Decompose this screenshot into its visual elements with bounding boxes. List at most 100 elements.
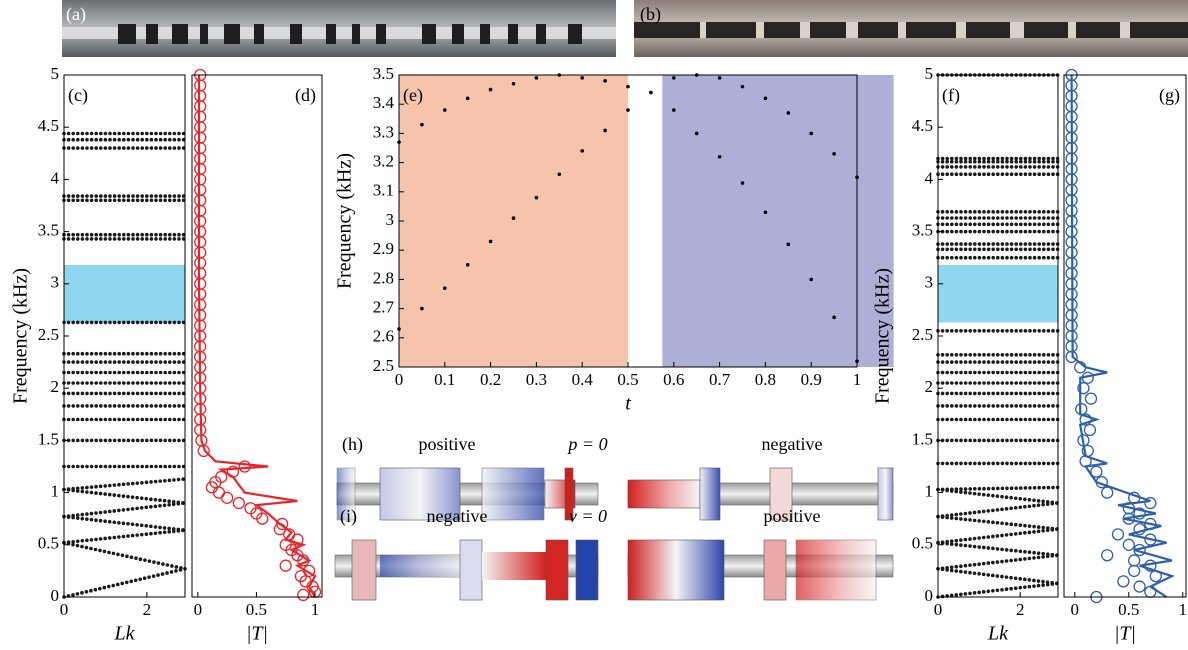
field-sign: positive xyxy=(764,506,821,526)
marker xyxy=(194,225,207,238)
x-axis-label: Lk xyxy=(987,623,1009,645)
band xyxy=(62,514,187,532)
band xyxy=(936,567,1060,586)
band xyxy=(936,540,1060,557)
band xyxy=(936,487,1060,505)
x-tick-label: 2 xyxy=(1016,600,1025,619)
marker xyxy=(194,110,207,123)
marker xyxy=(1101,486,1114,499)
marker xyxy=(194,267,207,280)
x-tick-label: 0 xyxy=(934,600,943,619)
x-axis-label: Lk xyxy=(114,623,136,645)
band xyxy=(62,501,187,519)
point xyxy=(465,263,470,267)
y-tick-label: 1 xyxy=(51,482,60,501)
point xyxy=(420,122,424,127)
point xyxy=(443,286,447,290)
marker xyxy=(1122,512,1135,525)
marker xyxy=(273,522,286,536)
marker xyxy=(1128,554,1141,567)
point xyxy=(465,96,470,101)
y-tick-label: 4 xyxy=(51,168,60,187)
marker xyxy=(194,246,207,259)
panel-label: (a) xyxy=(66,4,86,25)
marker xyxy=(1144,533,1157,546)
x-tick-label: 0.6 xyxy=(663,370,684,389)
x-tick-label: 0.5 xyxy=(1118,600,1139,619)
y-tick-label: 3.5 xyxy=(912,221,933,240)
y-tick-label: 4.5 xyxy=(912,116,933,135)
point xyxy=(832,315,836,320)
y-axis-label: Frequency (kHz) xyxy=(872,268,894,404)
marker xyxy=(194,152,207,165)
panel-label: (e) xyxy=(403,85,423,106)
y-tick-label: 3.5 xyxy=(38,221,59,240)
field-sign: positive xyxy=(419,434,476,454)
marker xyxy=(291,533,304,546)
y-tick-label: 0.5 xyxy=(38,534,59,553)
y-tick-label: 2.8 xyxy=(373,268,394,287)
y-tick-label: 4.5 xyxy=(38,116,59,135)
x-tick-label: 0 xyxy=(395,370,404,389)
point xyxy=(420,306,424,311)
y-tick-label: 3.2 xyxy=(373,152,394,171)
panel-label: (g) xyxy=(1159,85,1180,106)
panel: 0 0.5 1 1.5 2 2.5 3 3.5 4 4.5 5 0 2 Lk Frequency (kHz)… xyxy=(10,64,187,645)
x-tick-label: 0.5 xyxy=(617,370,638,389)
marker xyxy=(194,183,207,196)
axes-frame xyxy=(1063,74,1187,598)
marker xyxy=(1084,392,1098,405)
marker xyxy=(1144,517,1157,531)
marker xyxy=(1144,585,1157,598)
panel-label: (b) xyxy=(640,4,661,25)
y-tick-label: 0.5 xyxy=(912,534,933,553)
band xyxy=(936,581,1060,599)
point xyxy=(649,90,653,95)
panel-label: (f) xyxy=(942,85,960,106)
y-tick-label: 5 xyxy=(925,64,934,83)
marker xyxy=(194,173,207,186)
marker xyxy=(194,235,207,249)
marker xyxy=(1149,569,1162,583)
x-tick-label: 0.5 xyxy=(246,600,267,619)
region xyxy=(662,75,894,367)
point xyxy=(580,76,584,80)
y-tick-label: 2.6 xyxy=(373,327,394,346)
point xyxy=(717,76,722,80)
y-tick-label: 1.5 xyxy=(38,429,59,448)
marker xyxy=(194,256,207,270)
marker xyxy=(194,131,207,144)
y-tick-label: 3.4 xyxy=(373,93,395,112)
marker xyxy=(1128,491,1141,504)
point xyxy=(511,81,516,86)
x-axis-label: t xyxy=(625,393,631,415)
panel-label: (i) xyxy=(340,506,357,527)
band xyxy=(62,477,187,492)
field-i: (i) negative v = 0 positive xyxy=(334,506,894,601)
y-tick-label: 0 xyxy=(925,586,934,605)
axes-frame xyxy=(191,74,323,598)
x-tick-label: 0 xyxy=(60,600,69,619)
point xyxy=(603,128,607,133)
point xyxy=(534,195,539,200)
marker xyxy=(1077,434,1090,447)
marker xyxy=(1144,559,1157,572)
panel: 0 0.5 1 |T| (d) xyxy=(191,68,323,645)
point xyxy=(786,242,791,247)
point xyxy=(809,131,813,136)
point xyxy=(809,277,813,282)
x-tick-label: 0.4 xyxy=(572,370,594,389)
point xyxy=(832,152,836,156)
y-tick-label: 2.5 xyxy=(38,325,59,344)
marker xyxy=(1075,402,1088,416)
band xyxy=(62,528,187,545)
marker xyxy=(194,79,207,92)
x-tick-label: 0.8 xyxy=(755,370,776,389)
y-tick-label: 2.5 xyxy=(373,356,394,375)
marker xyxy=(232,496,245,510)
y-tick-label: 4 xyxy=(925,168,934,187)
marker xyxy=(256,512,269,525)
panel-label: (d) xyxy=(295,85,316,106)
marker xyxy=(1074,361,1087,374)
